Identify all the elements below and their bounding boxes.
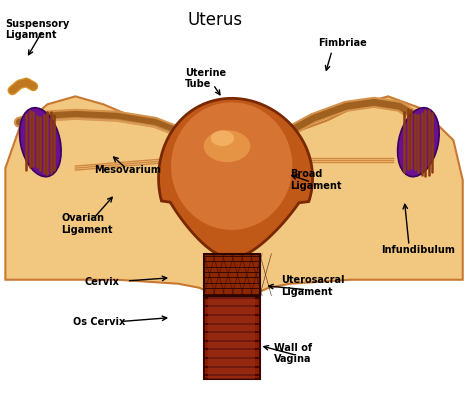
Ellipse shape	[204, 130, 250, 162]
Text: Suspensory
Ligament: Suspensory Ligament	[5, 19, 70, 40]
Ellipse shape	[211, 130, 234, 146]
Polygon shape	[204, 296, 260, 379]
Polygon shape	[242, 282, 259, 293]
Ellipse shape	[19, 108, 61, 177]
Text: Infundibulum: Infundibulum	[381, 245, 455, 255]
Text: Cervix: Cervix	[85, 277, 119, 287]
Text: Ovarian
Ligament: Ovarian Ligament	[61, 213, 113, 235]
Text: Mesovarium: Mesovarium	[94, 165, 161, 175]
Text: Wall of
Vagina: Wall of Vagina	[273, 343, 312, 364]
Polygon shape	[159, 98, 312, 258]
Polygon shape	[204, 254, 260, 296]
Polygon shape	[5, 96, 463, 294]
Text: Uterus: Uterus	[188, 11, 243, 29]
Text: Broad
Ligament: Broad Ligament	[290, 169, 342, 191]
Polygon shape	[209, 296, 255, 379]
Text: Os Cervix: Os Cervix	[73, 316, 125, 326]
Polygon shape	[171, 102, 292, 230]
Polygon shape	[210, 282, 226, 293]
Text: Fimbriae: Fimbriae	[318, 38, 367, 48]
Text: Uterine
Tube: Uterine Tube	[185, 68, 226, 89]
Text: Uterosacral
Ligament: Uterosacral Ligament	[281, 275, 344, 296]
Ellipse shape	[398, 108, 439, 177]
